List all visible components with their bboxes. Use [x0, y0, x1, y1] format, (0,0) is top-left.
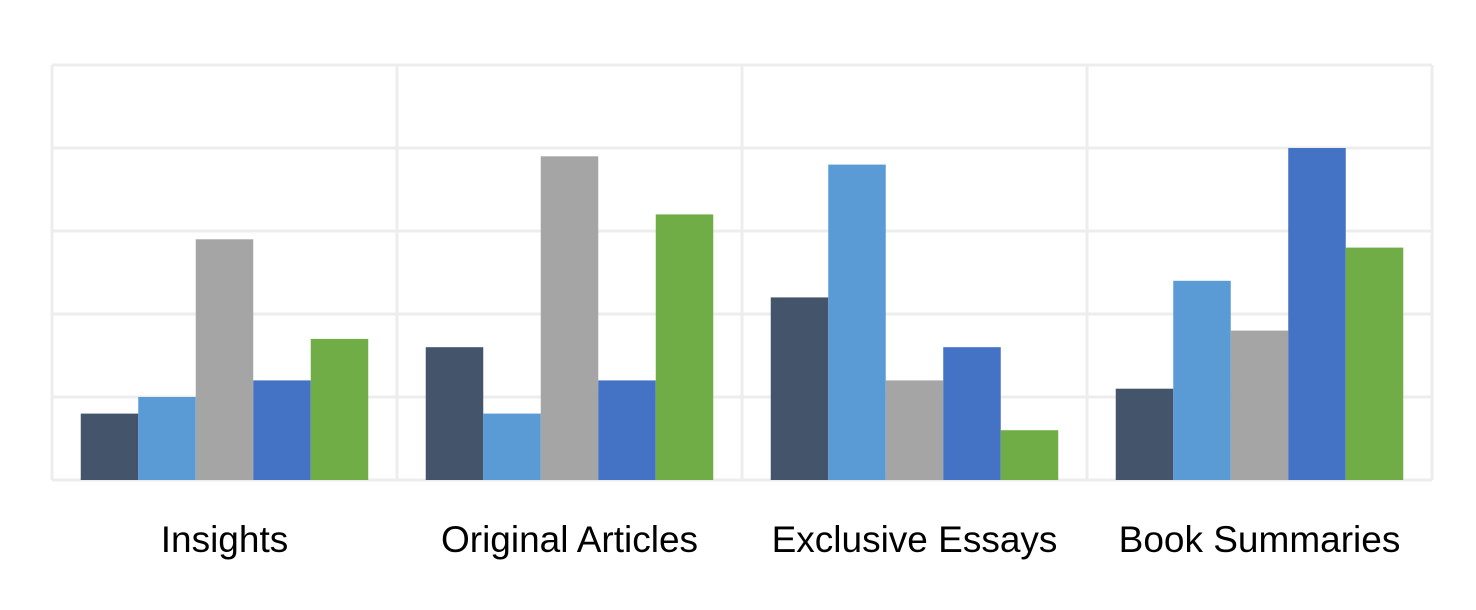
bar	[885, 380, 944, 480]
category-tick-label: Insights	[161, 519, 289, 560]
bar	[310, 338, 369, 480]
bar	[425, 347, 484, 480]
bar	[655, 214, 714, 480]
bar	[80, 413, 139, 480]
bar	[253, 380, 311, 480]
bar	[1230, 330, 1289, 480]
category-tick-label: Original Articles	[441, 519, 698, 560]
bar	[1115, 388, 1174, 480]
bar	[1288, 148, 1346, 480]
bar	[1345, 247, 1404, 480]
bar	[1173, 280, 1231, 480]
bar	[828, 164, 886, 480]
bar	[483, 413, 541, 480]
bar	[1000, 430, 1059, 480]
bar	[943, 347, 1001, 480]
category-labels: Insights Original Articles Exclusive Essay…	[161, 519, 1401, 560]
bar	[540, 156, 599, 481]
category-tick-label: Exclusive Essays	[772, 519, 1058, 560]
bar	[195, 239, 254, 480]
bar	[598, 380, 656, 480]
category-tick-label: Book Summaries	[1119, 519, 1401, 560]
bar	[138, 397, 196, 480]
bar	[770, 297, 829, 480]
bars	[80, 148, 1404, 481]
